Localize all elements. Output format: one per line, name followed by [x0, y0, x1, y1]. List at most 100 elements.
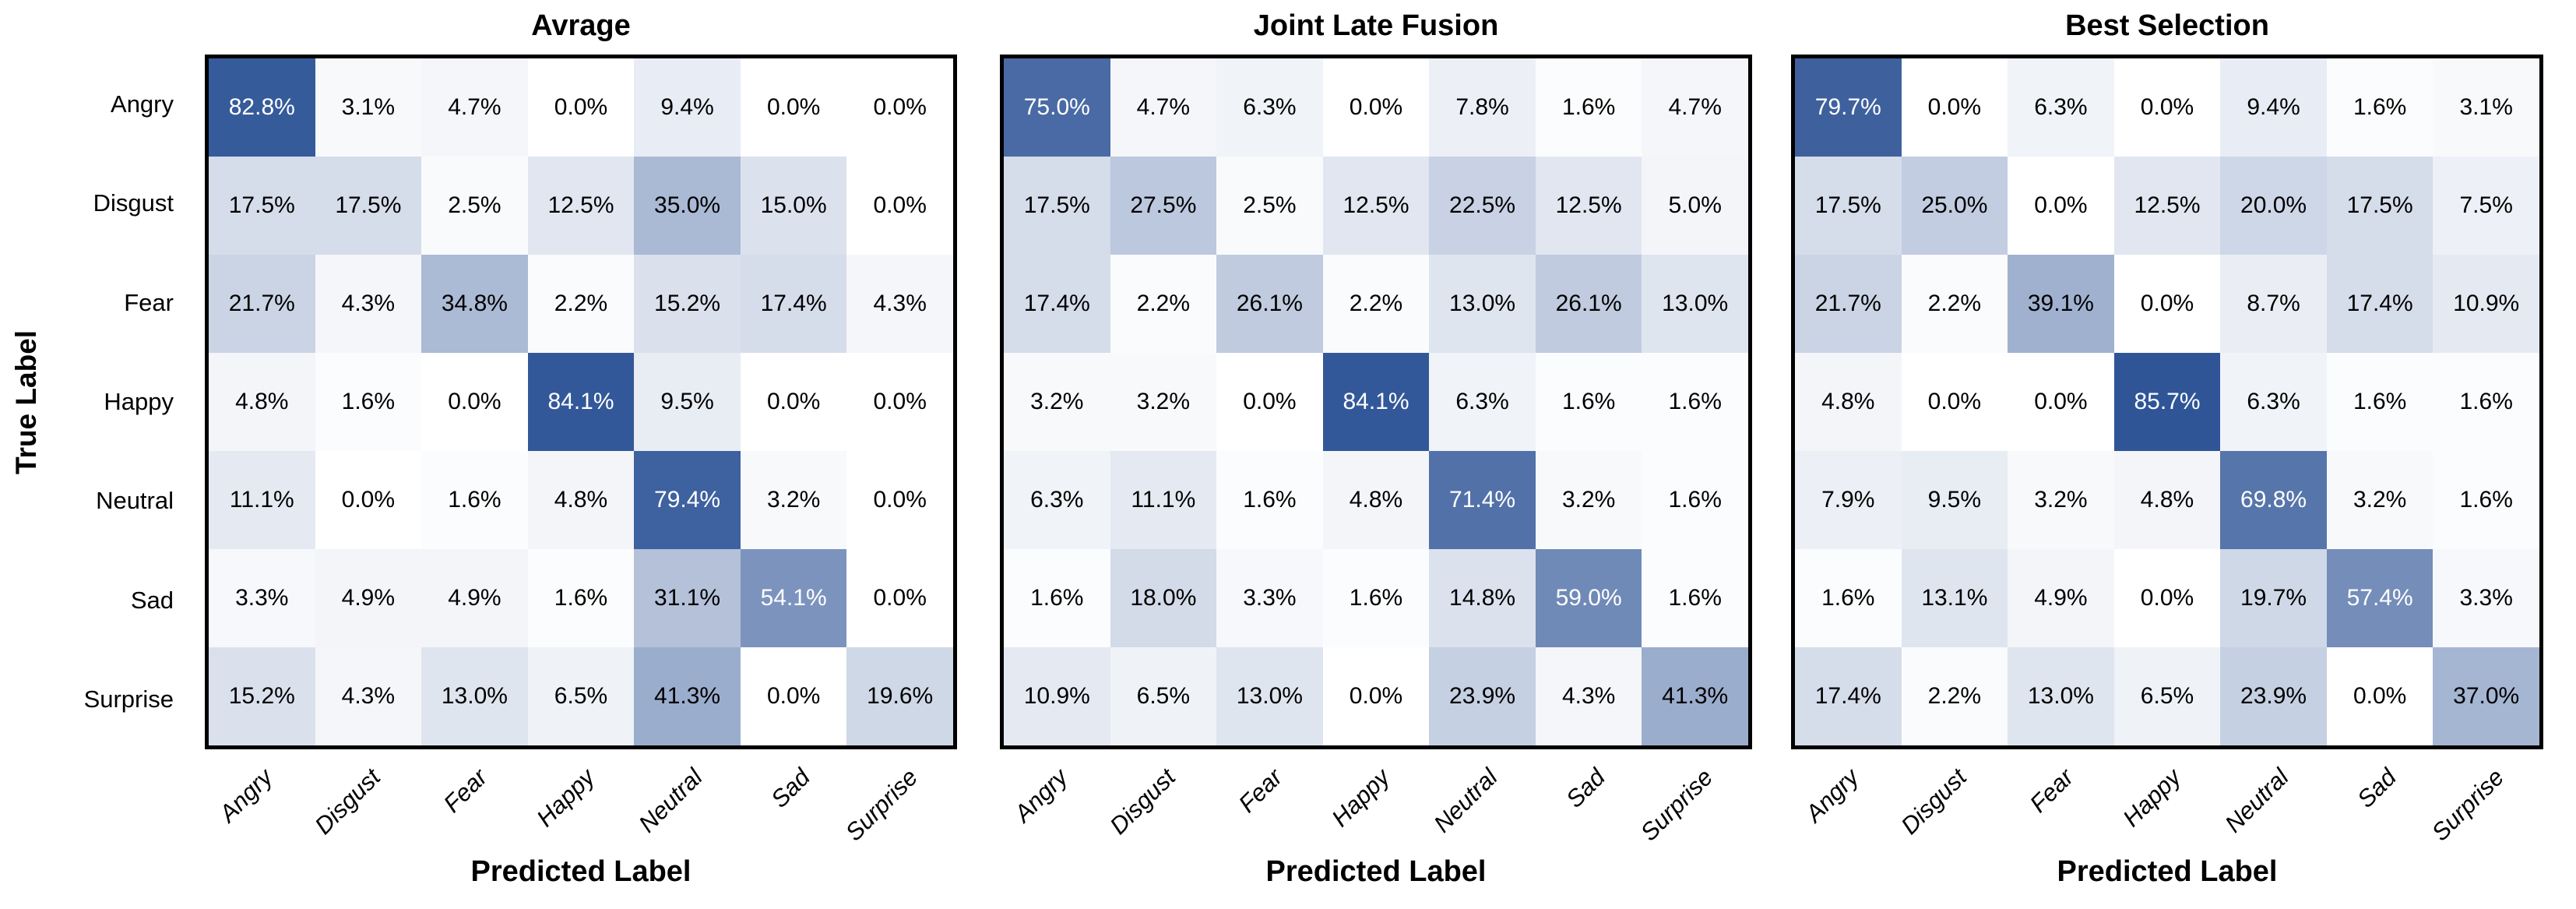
matrix-cell: 13.0% — [421, 647, 528, 745]
matrix-cell: 2.5% — [1216, 157, 1323, 255]
col-tick-label: Angry — [213, 763, 278, 828]
col-tick-label: Happy — [1326, 763, 1395, 833]
matrix-cell: 39.1% — [2008, 255, 2114, 353]
matrix-cell: 3.2% — [1004, 353, 1110, 451]
matrix-cell: 1.6% — [1795, 549, 1902, 647]
col-tick-label: Disgust — [1895, 763, 1972, 840]
matrix-cell: 3.1% — [315, 58, 422, 157]
matrix-cell: 0.0% — [421, 353, 528, 451]
matrix-cell: 0.0% — [1322, 58, 1430, 157]
matrix-cell: 3.2% — [1535, 451, 1642, 549]
matrix-cell: 4.8% — [209, 353, 315, 451]
matrix-cell: 59.0% — [1535, 549, 1642, 647]
matrix-cell: 0.0% — [846, 549, 953, 647]
matrix-cell: 3.2% — [2008, 451, 2114, 549]
matrix-cell: 1.6% — [2326, 353, 2433, 451]
matrix-cell: 5.0% — [1642, 157, 1748, 255]
col-tick-label: Happy — [531, 763, 600, 833]
matrix-cell: 7.5% — [2433, 157, 2539, 255]
matrix-cell: 17.5% — [209, 157, 315, 255]
matrix-cell: 1.6% — [315, 353, 422, 451]
matrix-cell: 6.5% — [527, 647, 635, 745]
col-tick-label: Surprise — [839, 763, 923, 847]
matrix-cell: 6.3% — [1004, 451, 1110, 549]
matrix-cell: 2.2% — [1110, 255, 1217, 353]
matrix-cell: 0.0% — [1901, 58, 2008, 157]
col-tick-label: Fear — [1233, 763, 1288, 818]
matrix-cell: 4.9% — [315, 549, 422, 647]
matrix-cell: 0.0% — [315, 451, 422, 549]
matrix-cell: 6.5% — [1110, 647, 1217, 745]
matrix-cell: 26.1% — [1216, 255, 1323, 353]
matrix-cell: 1.6% — [1535, 353, 1642, 451]
matrix-cell: 0.0% — [740, 58, 847, 157]
matrix-cell: 1.6% — [527, 549, 635, 647]
matrix-cell: 11.1% — [209, 451, 315, 549]
matrix-cell: 1.6% — [1642, 353, 1748, 451]
matrix-cell: 9.4% — [2220, 58, 2327, 157]
matrix-cell: 0.0% — [1322, 647, 1430, 745]
matrix-cell: 12.5% — [2113, 157, 2221, 255]
col-tick-label: Fear — [438, 763, 493, 818]
matrix-cell: 1.6% — [1535, 58, 1642, 157]
matrix-cell: 6.3% — [1216, 58, 1323, 157]
matrix-cell: 12.5% — [1322, 157, 1430, 255]
matrix-cell: 34.8% — [421, 255, 528, 353]
matrix-cell: 0.0% — [2113, 58, 2221, 157]
matrix-cell: 9.4% — [634, 58, 741, 157]
matrix-cell: 7.8% — [1429, 58, 1536, 157]
matrix-cell: 3.3% — [1216, 549, 1323, 647]
matrix-cell: 13.1% — [1901, 549, 2008, 647]
matrix-cell: 84.1% — [527, 353, 635, 451]
matrix-cell: 0.0% — [2008, 157, 2114, 255]
col-tick-label: Surprise — [2426, 763, 2509, 847]
matrix-cell: 4.3% — [315, 255, 422, 353]
col-tick-label: Neutral — [2219, 763, 2294, 838]
matrix-cell: 4.8% — [1795, 353, 1902, 451]
matrix-cell: 82.8% — [209, 58, 315, 157]
matrix-grid: 82.8% 3.1% 4.7% 0.0% 9.4% 0.0% 0.0% 17.5% 17.5% 2… — [205, 55, 957, 749]
matrix-cell: 4.3% — [1535, 647, 1642, 745]
matrix-cell: 3.3% — [2433, 549, 2539, 647]
matrix-cell: 31.1% — [634, 549, 741, 647]
matrix-cell: 10.9% — [2433, 255, 2539, 353]
matrix-cell: 17.5% — [1004, 157, 1110, 255]
col-tick-label: Neutral — [633, 763, 708, 838]
matrix-cell: 0.0% — [527, 58, 635, 157]
col-tick-label: Fear — [2024, 763, 2079, 818]
matrix-cell: 26.1% — [1535, 255, 1642, 353]
matrix-cell: 35.0% — [634, 157, 741, 255]
matrix-cell: 41.3% — [634, 647, 741, 745]
col-tick-label: Neutral — [1428, 763, 1503, 838]
panel-title: Joint Late Fusion — [1253, 9, 1499, 42]
matrix-cell: 3.2% — [1110, 353, 1217, 451]
matrix-cell: 4.8% — [1322, 451, 1430, 549]
matrix-cell: 1.6% — [1216, 451, 1323, 549]
matrix-cell: 3.1% — [2433, 58, 2539, 157]
matrix-cell: 0.0% — [846, 157, 953, 255]
matrix-cell: 3.2% — [740, 451, 847, 549]
row-label: Happy — [104, 387, 174, 415]
matrix-cell: 17.4% — [740, 255, 847, 353]
row-label: Sad — [130, 586, 174, 614]
col-tick-label: Angry — [1008, 763, 1073, 828]
matrix-cell: 6.3% — [1429, 353, 1536, 451]
matrix-cell: 2.2% — [1901, 255, 2008, 353]
matrix-cell: 1.6% — [1004, 549, 1110, 647]
row-label: Neutral — [96, 487, 174, 515]
x-axis-label: Predicted Label — [2057, 855, 2278, 888]
matrix-cell: 9.5% — [1901, 451, 2008, 549]
matrix-cell: 1.6% — [1642, 451, 1748, 549]
matrix-cell: 41.3% — [1642, 647, 1748, 745]
matrix-cell: 4.3% — [846, 255, 953, 353]
matrix-cell: 17.5% — [2326, 157, 2433, 255]
matrix-cell: 15.2% — [634, 255, 741, 353]
matrix-cell: 4.9% — [421, 549, 528, 647]
matrix-cell: 17.4% — [2326, 255, 2433, 353]
matrix-cell: 27.5% — [1110, 157, 1217, 255]
matrix-cell: 4.7% — [1110, 58, 1217, 157]
matrix-cell: 75.0% — [1004, 58, 1110, 157]
matrix-cell: 4.9% — [2008, 549, 2114, 647]
matrix-cell: 25.0% — [1901, 157, 2008, 255]
col-tick-label: Angry — [1800, 763, 1864, 828]
